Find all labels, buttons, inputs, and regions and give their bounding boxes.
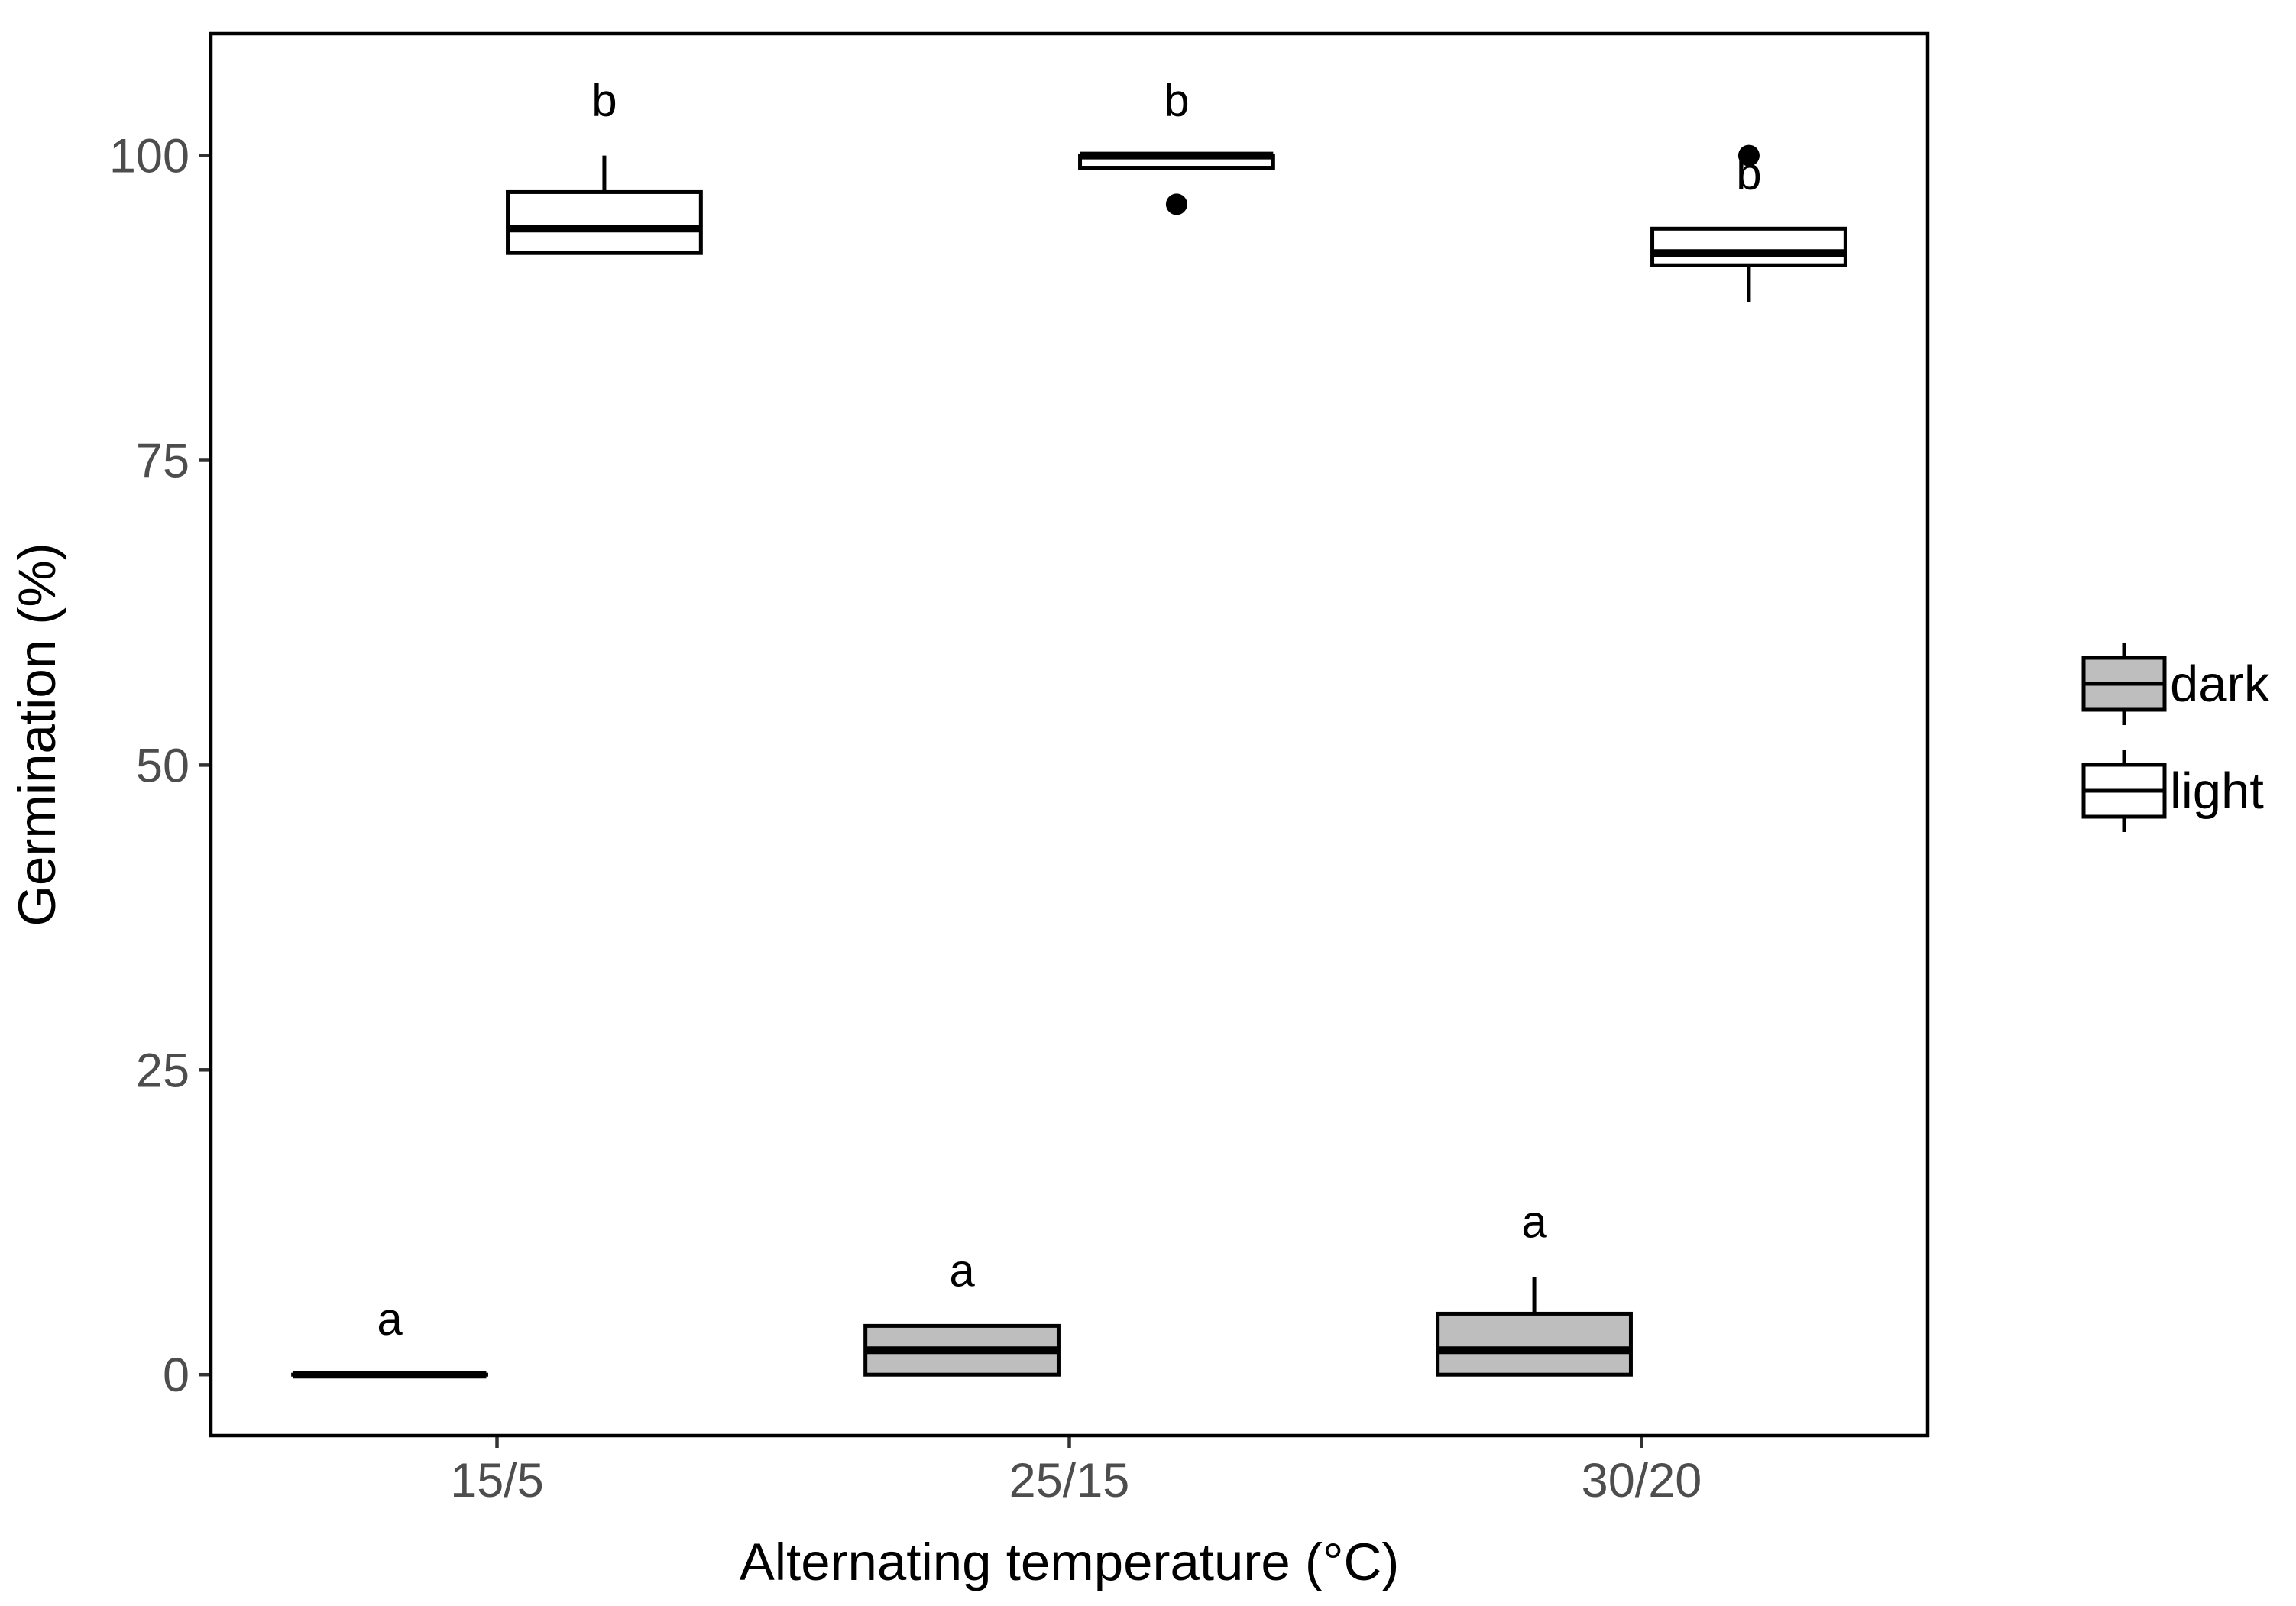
significance-letter: a <box>949 1245 975 1296</box>
x-tick-label: 15/5 <box>450 1454 544 1507</box>
y-tick-label: 100 <box>109 130 189 183</box>
axis-layer: 0 25 50 75 100 15/5 25/15 30/20 <box>109 130 1702 1507</box>
y-tick-label: 50 <box>136 739 189 792</box>
legend-item-dark: dark <box>2081 643 2270 725</box>
y-tick-label: 25 <box>136 1044 189 1097</box>
legend-label: light <box>2170 763 2264 820</box>
x-tick-label: 30/20 <box>1582 1454 1702 1507</box>
box <box>1436 1311 1633 1377</box>
legend: dark light <box>2081 643 2270 832</box>
boxplot-light-15/5: b <box>506 75 703 255</box>
significance-letter: b <box>1736 147 1761 199</box>
outlier-point <box>1737 144 1760 167</box>
boxplot-dark-30/20: a <box>1436 1196 1633 1377</box>
plot-panel-border <box>209 31 1930 1438</box>
boxplot-dark-25/15: a <box>863 1245 1061 1377</box>
significance-letter: a <box>377 1294 403 1345</box>
boxes-layer: a a a b b b <box>291 75 1847 1379</box>
y-tick-label: 75 <box>136 434 189 487</box>
boxplot-light-25/15: b <box>1078 75 1275 215</box>
box <box>1650 226 1847 267</box>
y-axis-title: Germination (%) <box>8 542 66 926</box>
legend-item-light: light <box>2081 750 2264 832</box>
box <box>506 189 703 255</box>
significance-letter: b <box>591 75 617 126</box>
legend-label: dark <box>2170 656 2270 713</box>
x-tick-label: 25/15 <box>1009 1454 1130 1507</box>
y-tick-label: 0 <box>163 1349 189 1402</box>
significance-letter: b <box>1164 75 1189 126</box>
significance-letter: a <box>1521 1196 1547 1248</box>
x-axis-title: Alternating temperature (°C) <box>740 1533 1400 1591</box>
boxplot-dark-15/5: a <box>291 1294 488 1379</box>
boxplot-light-30/20: b <box>1650 144 1847 303</box>
outlier-point <box>1165 193 1187 215</box>
